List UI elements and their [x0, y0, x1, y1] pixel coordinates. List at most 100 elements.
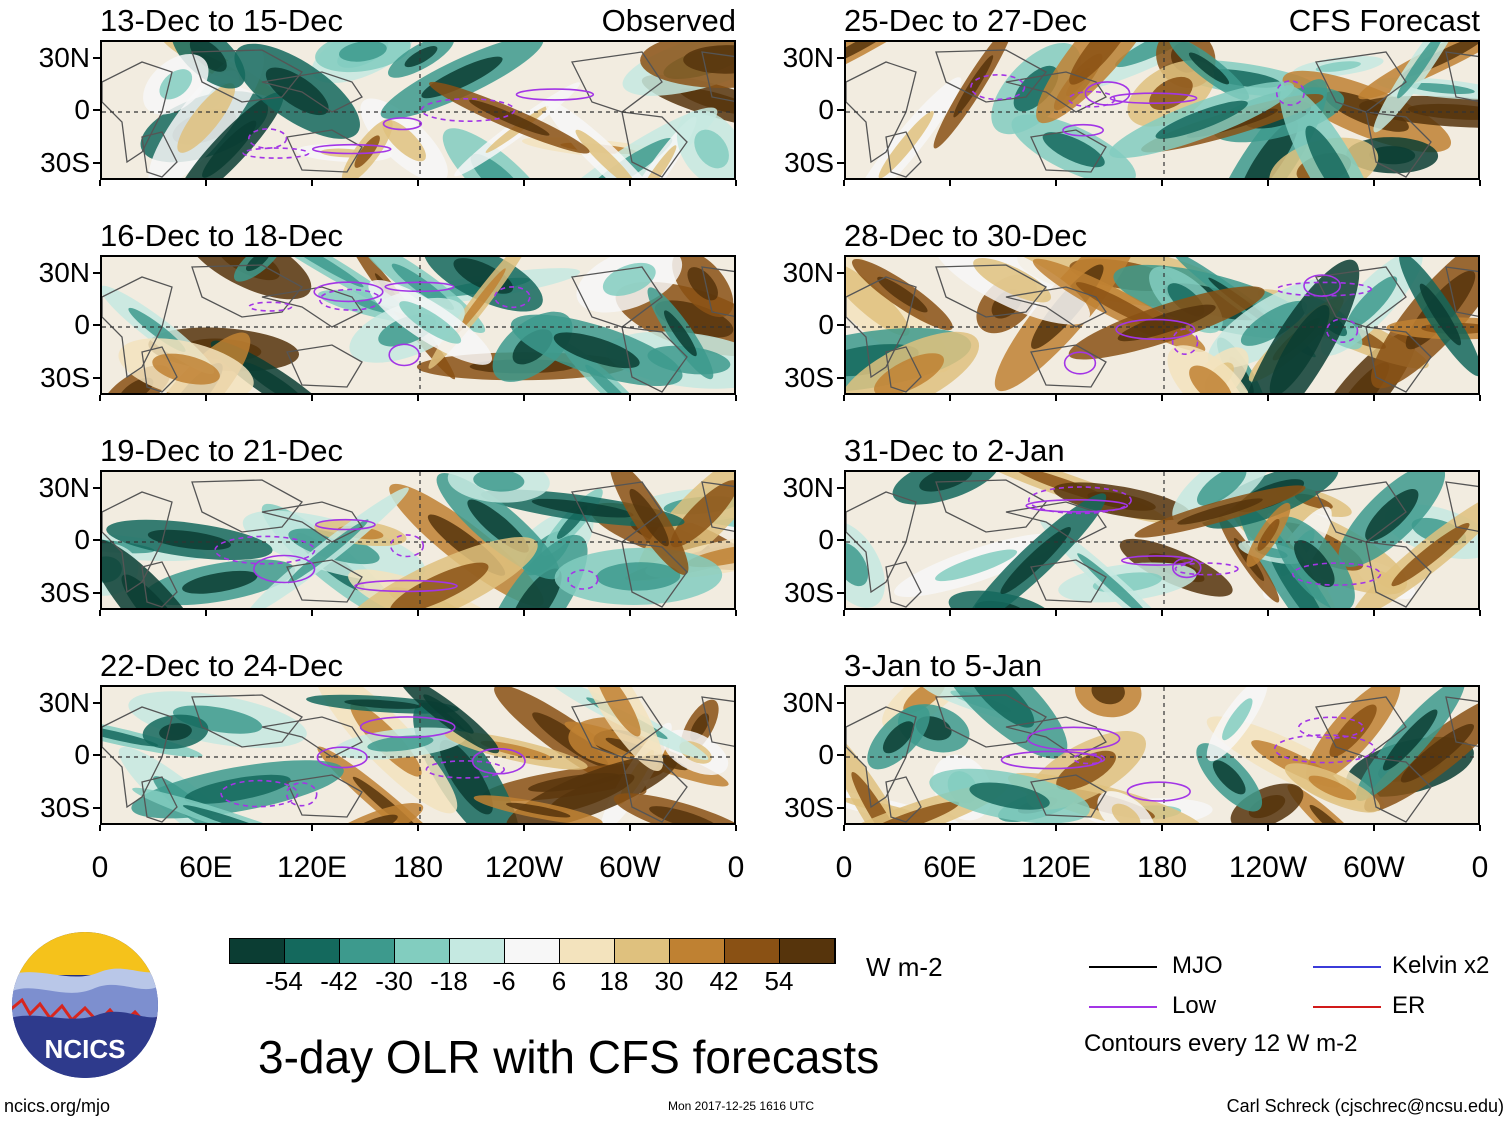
coastline: [191, 694, 303, 748]
y-tick-label: 30S: [784, 576, 834, 608]
y-tick-label: 30N: [38, 256, 90, 288]
x-tick: [1479, 825, 1481, 831]
y-tick: [837, 486, 844, 489]
map-panel: [100, 685, 736, 825]
anomaly-blob: [242, 362, 307, 393]
low-contour: [1115, 318, 1196, 341]
anomaly-blob: [1409, 82, 1475, 95]
x-tick-label: 120E: [276, 851, 348, 884]
anomaly-blob: [1042, 132, 1105, 168]
coastline: [701, 481, 734, 532]
coastline: [846, 706, 917, 809]
x-tick: [99, 180, 101, 186]
coastline: [102, 491, 173, 594]
coastline: [1030, 774, 1107, 818]
legend-line-kelvin: [1313, 966, 1381, 968]
anomaly-blob: [1222, 698, 1253, 741]
anomaly-blob: [202, 120, 257, 178]
olr-field: [846, 687, 1478, 823]
x-tick: [311, 180, 313, 186]
low-contour: [493, 286, 531, 309]
colorbar-label: 6: [551, 966, 567, 996]
x-tick-label: 0: [835, 851, 853, 884]
anomaly-blob: [629, 488, 669, 547]
map-panel: [844, 255, 1480, 395]
y-tick: [837, 591, 844, 594]
anomaly-blob: [177, 83, 236, 153]
low-contour: [1120, 555, 1193, 566]
anomaly-blob: [878, 111, 934, 178]
low-contour: [242, 147, 310, 159]
x-tick: [205, 395, 207, 401]
x-tick: [843, 180, 845, 186]
y-tick-label: 0: [74, 309, 90, 340]
olr-field: [846, 472, 1478, 608]
x-tick: [311, 395, 313, 401]
legend-label-er: ER: [1392, 992, 1426, 1019]
anomaly-blob: [321, 802, 424, 823]
anomaly-blob: [1382, 709, 1438, 771]
anomaly-blob: [1308, 775, 1357, 801]
anomaly-blob: [473, 472, 525, 492]
coastline: [1030, 344, 1107, 388]
legend-label-kelvin: Kelvin x2: [1392, 952, 1490, 979]
coastline: [1365, 756, 1432, 823]
coastline: [1445, 696, 1478, 747]
anomaly-blob: [1013, 65, 1059, 112]
anomaly-blob: [973, 258, 1052, 303]
y-tick: [93, 376, 100, 379]
olr-field: [846, 257, 1478, 393]
x-tick: [523, 180, 525, 186]
x-tick: [949, 610, 951, 616]
anomaly-blob: [1269, 305, 1330, 393]
coastline: [102, 706, 173, 809]
coastline: [621, 756, 688, 823]
x-tick-label: 180: [392, 851, 444, 884]
coastline: [846, 491, 917, 594]
coastline: [1005, 71, 1107, 113]
x-tick: [1373, 825, 1375, 831]
coastline: [885, 131, 922, 178]
low-contour: [1326, 318, 1359, 344]
timestamp: Mon 2017-12-25 1616 UTC: [668, 1099, 815, 1113]
y-tick: [837, 376, 844, 379]
anomaly-blob: [346, 814, 398, 823]
coastline: [935, 49, 1047, 103]
colorbar-label: 54: [764, 966, 794, 996]
x-tick: [735, 610, 737, 616]
anomaly-blob: [1346, 276, 1398, 330]
low-contour: [425, 760, 505, 779]
anomaly-blob: [1177, 498, 1263, 525]
low-contour: [311, 143, 392, 155]
low-contour: [1025, 498, 1129, 513]
y-tick-label: 0: [74, 94, 90, 125]
anomaly-blob: [531, 498, 634, 518]
coastline: [1005, 716, 1107, 758]
low-contour: [567, 569, 599, 590]
y-tick: [93, 56, 100, 59]
x-tick: [629, 180, 631, 186]
olr-field: [846, 42, 1478, 178]
y-tick: [93, 486, 100, 489]
colorbar-label: 30: [654, 966, 684, 996]
y-tick: [93, 701, 100, 704]
y-tick: [93, 591, 100, 594]
olr-field: [102, 687, 734, 823]
y-tick-label: 30S: [784, 361, 834, 393]
site-url[interactable]: ncics.org/mjo: [4, 1096, 111, 1116]
anomaly-blob: [585, 364, 634, 393]
anomaly-blob: [649, 806, 721, 823]
x-tick-label: 180: [1136, 851, 1188, 884]
y-tick: [837, 754, 844, 756]
anomaly-blob: [1000, 526, 1071, 595]
anomaly-blob: [390, 562, 489, 608]
coastline: [1005, 286, 1107, 328]
x-tick: [1161, 610, 1163, 616]
x-tick: [1267, 180, 1269, 186]
legend-line-er: [1313, 1006, 1381, 1008]
x-tick: [417, 180, 419, 186]
coastline: [141, 131, 178, 178]
low-contour: [318, 288, 382, 311]
y-tick: [837, 806, 844, 809]
coastline: [1315, 266, 1407, 328]
